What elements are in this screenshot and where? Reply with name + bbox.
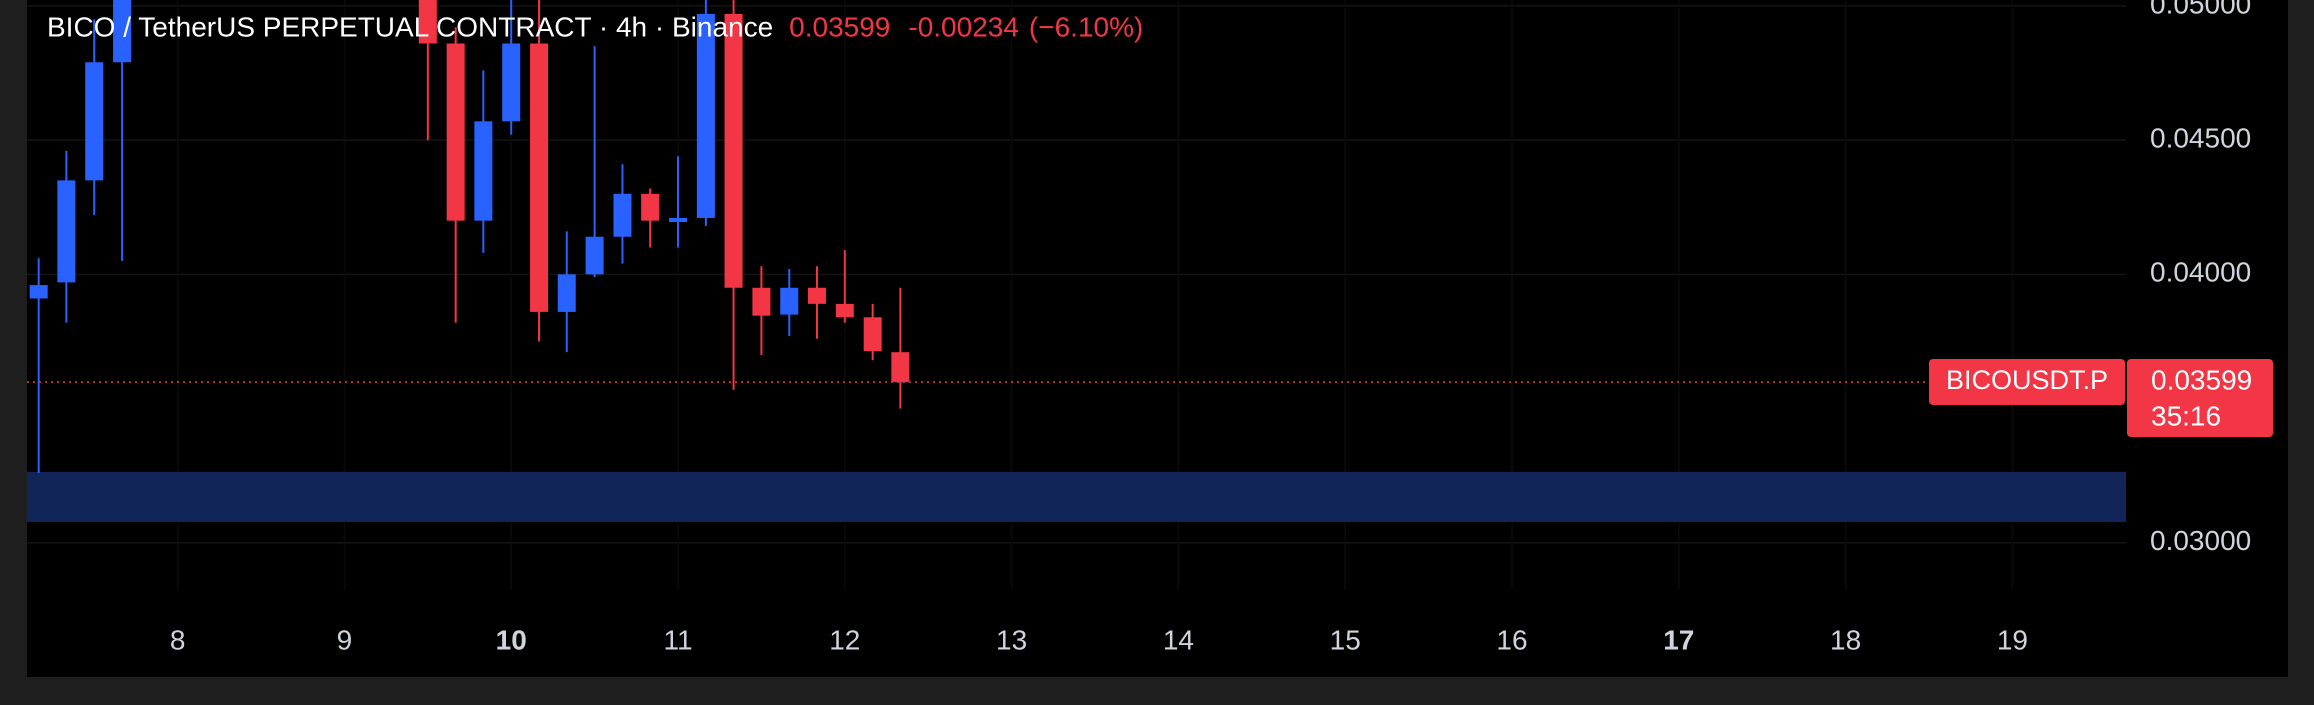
x-tick-label: 9 [337,624,353,655]
candle-body [557,274,576,312]
candle-body [807,287,826,304]
y-tick-label: 0.03000 [2150,525,2251,556]
header-price: 0.03599 [789,11,890,42]
candle-body [641,193,660,221]
price-badge [2127,358,2273,437]
symbol-label: BICOUSDT.P [1946,365,2108,395]
candle-body [418,0,437,44]
candle-body [29,285,48,299]
x-tick-label: 12 [829,624,860,655]
y-tick-label: 0.04000 [2150,257,2251,288]
y-tick-label: 0.04500 [2150,123,2251,154]
candle-body [724,13,743,288]
candle-body [530,43,549,312]
y-tick-label: 0.05000 [2150,0,2251,19]
x-tick-label: 11 [663,624,692,655]
candle-body [696,13,715,218]
candle-body [669,217,688,222]
chart-background [27,0,2288,677]
chart-title: BICO / TetherUS PERPETUAL CONTRACT · 4h … [47,11,773,42]
candle-body [85,62,104,181]
x-tick-label: 10 [496,624,527,655]
symbol-badge [1929,358,2125,405]
header-change-pct: (−6.10%) [1029,11,1143,42]
candle-body [446,43,465,221]
x-tick-label: 16 [1496,624,1527,655]
x-tick-label: 17 [1663,624,1694,655]
candle-body [752,287,771,316]
candle-body [835,303,854,318]
candle-body [113,0,132,63]
candle-body [585,236,604,275]
candle-body [474,121,493,221]
candle-body [57,180,76,283]
x-tick-label: 18 [1830,624,1861,655]
header-change: -0.00234 [908,11,1019,42]
x-tick-label: 14 [1163,624,1194,655]
candle-body [613,193,632,237]
x-tick-label: 15 [1330,624,1361,655]
x-tick-label: 13 [996,624,1027,655]
countdown: 35:16 [2151,400,2221,431]
x-tick-label: 8 [170,624,186,655]
candle-body [780,287,799,315]
candle-body [891,352,910,382]
x-tick-label: 19 [1997,624,2028,655]
candle-body [502,43,521,122]
candle-body [863,317,882,352]
support-zone [27,471,2126,523]
price-label: 0.03599 [2151,364,2252,395]
